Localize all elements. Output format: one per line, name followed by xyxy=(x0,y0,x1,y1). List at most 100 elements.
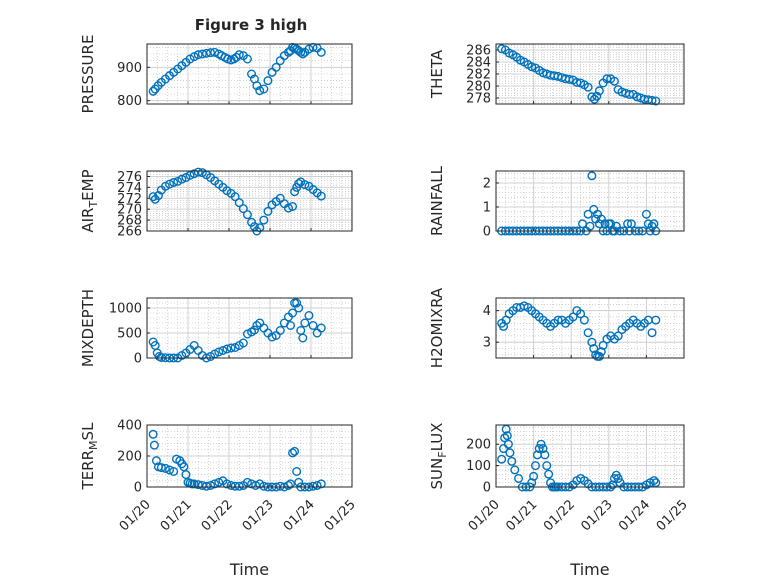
y-axis-label: TERRMSL xyxy=(79,422,100,491)
data-point xyxy=(594,219,604,229)
data-point xyxy=(148,86,158,96)
data-point xyxy=(263,206,273,216)
x-tick-label: 01/21 xyxy=(503,497,540,534)
data-point xyxy=(609,76,619,86)
data-point xyxy=(589,344,599,354)
data-point xyxy=(193,167,203,177)
data-point xyxy=(242,477,252,487)
data-point xyxy=(553,315,563,325)
data-point xyxy=(647,328,657,338)
data-point xyxy=(230,192,240,202)
data-point xyxy=(226,343,236,353)
y-tick-label: 0 xyxy=(483,481,491,496)
data-point xyxy=(296,47,306,57)
data-point xyxy=(292,298,302,308)
data-point xyxy=(316,191,326,201)
data-point xyxy=(210,479,220,489)
data-point xyxy=(294,477,304,487)
data-point xyxy=(197,49,207,59)
subplot-terrmsl: 0 200 400 TERRMSL 01/20 01/21 01/22 01/23 01/24 0… xyxy=(79,419,359,580)
data-point xyxy=(530,461,540,471)
x-tick-label: 01/23 xyxy=(579,497,616,534)
data-point xyxy=(583,328,593,338)
subplot-h2omixra: 3 4 H2OMIXRA xyxy=(428,287,685,368)
figure-title: Figure 3 high xyxy=(195,16,308,34)
data-point xyxy=(298,333,308,343)
data-point xyxy=(288,308,298,318)
data-point xyxy=(505,448,515,458)
x-axis-label: Time xyxy=(569,560,609,579)
data-point xyxy=(542,461,552,471)
data-point xyxy=(255,223,265,233)
data-point xyxy=(292,467,302,477)
data-point xyxy=(592,91,602,101)
x-axis-label: Time xyxy=(229,560,269,579)
data-point xyxy=(587,171,597,181)
data-point xyxy=(497,454,507,464)
y-tick-label: 200 xyxy=(117,450,142,465)
y-axis-label: SUNFLUX xyxy=(428,423,449,490)
x-tick-label: 01/24 xyxy=(616,497,653,534)
data-point xyxy=(165,179,175,189)
data-point xyxy=(641,209,651,219)
data-point xyxy=(252,81,262,91)
y-tick-label: 900 xyxy=(117,61,142,76)
data-point xyxy=(497,44,507,54)
axes-frame xyxy=(495,170,685,232)
y-axis-label: AIRTEMP xyxy=(79,169,100,232)
y-tick-label: 400 xyxy=(117,419,142,434)
data-point xyxy=(507,456,517,466)
y-tick-label: 284 xyxy=(466,56,491,71)
y-tick-label: 272 xyxy=(117,192,142,207)
data-point xyxy=(275,326,285,336)
data-point xyxy=(156,463,166,473)
y-tick-label: 280 xyxy=(466,80,491,95)
data-point xyxy=(201,481,211,491)
data-point xyxy=(206,48,216,58)
y-tick-label: 4 xyxy=(483,304,491,319)
data-point xyxy=(214,477,224,487)
y-tick-label: 270 xyxy=(117,203,142,218)
axes-frame xyxy=(495,297,685,359)
data-point xyxy=(568,312,578,322)
data-point xyxy=(316,323,326,333)
y-axis-label: MIXDEPTH xyxy=(79,289,97,367)
data-point xyxy=(544,469,554,479)
x-tick-label: 01/23 xyxy=(240,497,277,534)
data-point xyxy=(242,210,252,220)
data-point xyxy=(536,439,546,449)
data-point xyxy=(502,431,512,441)
data-point xyxy=(238,338,248,348)
data-point xyxy=(308,481,318,491)
y-tick-label: 0 xyxy=(134,352,142,367)
data-point xyxy=(149,440,159,450)
data-point xyxy=(288,448,298,458)
data-point xyxy=(201,48,211,58)
data-point xyxy=(300,180,310,190)
data-point xyxy=(564,74,574,84)
data-point xyxy=(298,49,308,59)
data-point xyxy=(540,450,550,460)
data-point xyxy=(234,198,244,208)
data-point xyxy=(177,174,187,184)
data-point xyxy=(500,433,510,443)
data-point xyxy=(529,471,539,481)
data-point xyxy=(148,429,158,439)
y-tick-label: 500 xyxy=(117,327,142,342)
data-point xyxy=(300,318,310,328)
y-tick-label: 100 xyxy=(466,459,491,474)
data-point xyxy=(613,473,623,483)
data-point xyxy=(294,179,304,189)
data-point xyxy=(587,337,597,347)
y-axis-label: PRESSURE xyxy=(79,35,97,114)
data-point xyxy=(510,465,520,475)
y-tick-label: 268 xyxy=(117,214,142,229)
data-point xyxy=(263,76,273,86)
data-point xyxy=(169,467,179,477)
y-tick-label: 274 xyxy=(117,181,142,196)
data-point xyxy=(222,344,232,354)
data-point xyxy=(626,219,636,229)
